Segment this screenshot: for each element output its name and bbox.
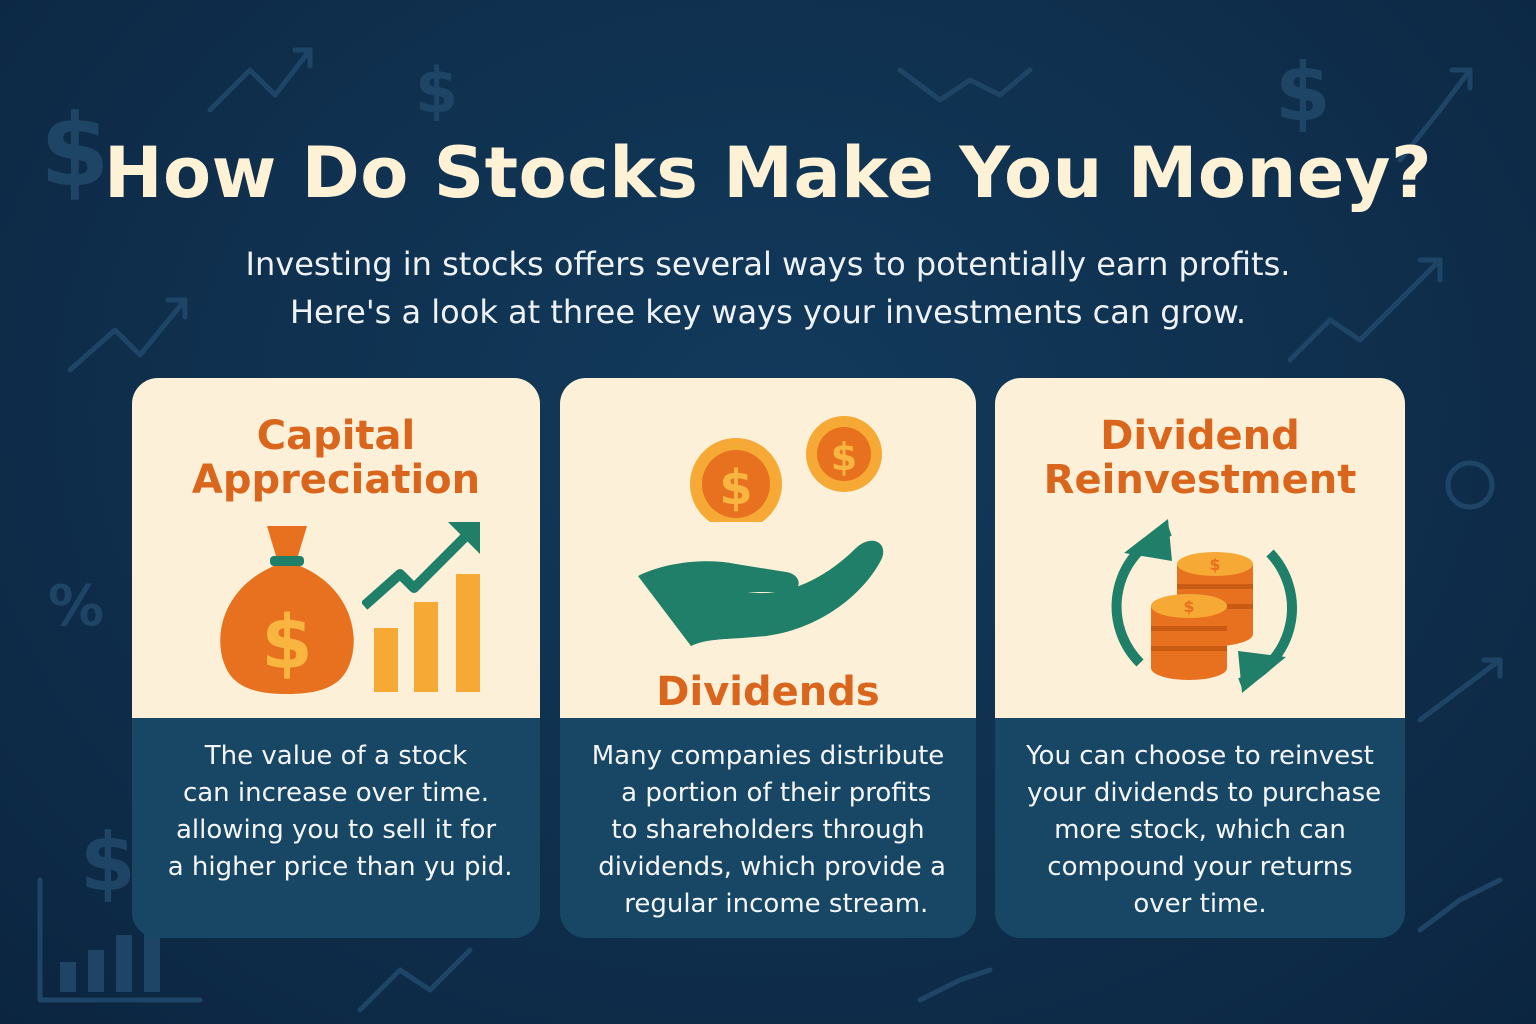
card-capital-appreciation: Capital Appreciation $ The value of a st… — [132, 378, 540, 938]
card-title: Dividend Reinvestment — [1043, 413, 1357, 503]
bg-dollar-glyph: $ — [80, 816, 136, 909]
bg-dollar-glyph: $ — [1275, 46, 1331, 139]
bg-dollar-glyph: $ — [40, 92, 110, 209]
svg-text:$: $ — [1209, 555, 1220, 574]
card-description-area — [995, 718, 1405, 938]
card-description-area — [132, 718, 540, 938]
card-illustration-area — [560, 378, 976, 718]
svg-text:$: $ — [1183, 597, 1194, 616]
card-description: The value of a stock can increase over t… — [159, 741, 513, 882]
card-dividends: $ $ Dividends Many companies distribute … — [560, 378, 976, 938]
card-title: Dividends — [656, 669, 880, 715]
card-dividend-reinvestment: Dividend Reinvestment $ $ You can choose… — [995, 378, 1405, 938]
bg-dollar-glyph: $ — [415, 54, 458, 127]
rising-bar-chart-icon — [362, 522, 480, 692]
coin-stack-icon: $ $ — [1151, 552, 1253, 680]
open-hand-icon — [638, 540, 884, 646]
subtitle-line: Here's a look at three key ways your inv… — [289, 293, 1247, 331]
svg-text:$: $ — [719, 460, 752, 516]
svg-text:$: $ — [831, 435, 857, 479]
page-subtitle: Investing in stocks offers several ways … — [0, 240, 1536, 336]
card-description: You can choose to reinvest your dividend… — [1018, 741, 1382, 919]
subtitle-line: Investing in stocks offers several ways … — [245, 245, 1291, 283]
bg-percent-glyph: % — [48, 574, 104, 639]
coin-icon: $ $ — [690, 416, 882, 522]
circular-arrows-icon — [1111, 519, 1297, 693]
money-bag-icon: $ — [220, 526, 354, 694]
card-description: Many companies distribute a portion of t… — [589, 741, 946, 919]
card-title: Capital Appreciation — [191, 413, 481, 503]
page-title: How Do Stocks Make You Money? — [103, 132, 1433, 214]
card-description-area — [560, 718, 976, 938]
svg-text:$: $ — [261, 600, 313, 686]
